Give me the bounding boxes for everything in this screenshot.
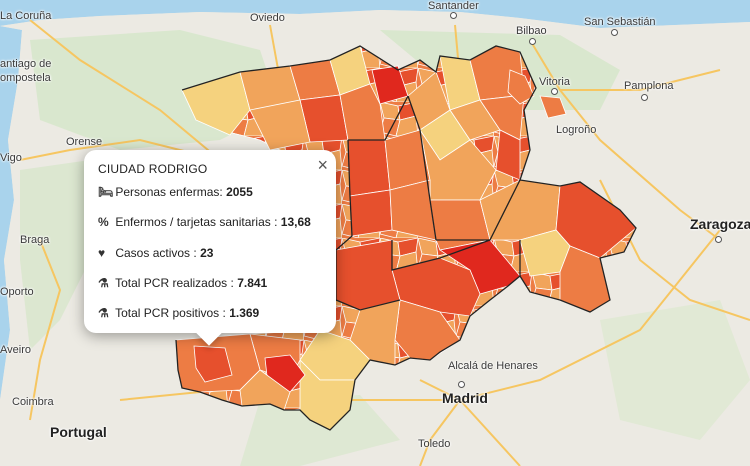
close-icon[interactable]: × <box>317 155 328 175</box>
place-santiago: antiago de <box>0 58 52 70</box>
choropleth-regions[interactable] <box>175 45 637 431</box>
place-bilbao: Bilbao <box>516 25 547 37</box>
city-marker <box>611 29 618 36</box>
place-pamplona: Pamplona <box>624 80 674 92</box>
place-braga: Braga <box>20 234 50 246</box>
city-marker <box>641 94 648 101</box>
place-santander: Santander <box>428 0 479 12</box>
popup-title: CIUDAD RODRIGO <box>98 162 208 176</box>
city-marker <box>458 381 465 388</box>
place-oviedo: Oviedo <box>250 12 285 24</box>
heartbeat-icon: ♥ <box>98 246 106 260</box>
city-marker <box>715 236 722 243</box>
place-madrid: Madrid <box>442 390 488 406</box>
flask-icon: ⚗ <box>98 276 109 290</box>
place-alcala: Alcalá de Henares <box>448 360 538 372</box>
place-logrono: Logroño <box>556 124 597 136</box>
place-vigo: Vigo <box>0 152 22 164</box>
place-san-sebastian: San Sebastián <box>584 16 656 28</box>
cantabrian-sea <box>0 0 750 28</box>
city-marker <box>450 12 457 19</box>
place-compostela: ompostela <box>0 72 51 84</box>
place-zaragoza: Zaragoza <box>690 216 750 232</box>
place-vitoria: Vitoria <box>539 76 570 88</box>
popup-row-sick: 🛏 Personas enfermas: 2055 <box>98 185 253 199</box>
city-marker <box>551 88 558 95</box>
place-oporto: Oporto <box>0 286 34 298</box>
place-la-coruna: La Coruña <box>0 10 52 22</box>
atlantic-ocean <box>0 26 22 400</box>
popup-row-active: ♥ Casos activos : 23 <box>98 246 214 260</box>
popup-row-ratio: % Enfermos / tarjetas sanitarias : 13,68 <box>98 215 311 229</box>
percent-icon: % <box>98 215 109 229</box>
place-orense: Orense <box>66 136 103 148</box>
popup-row-pcr-positive: ⚗ Total PCR positivos : 1.369 <box>98 306 260 320</box>
place-coimbra: Coimbra <box>12 396 54 408</box>
place-toledo: Toledo <box>418 438 451 450</box>
place-aveiro: Aveiro <box>0 344 31 356</box>
popup-row-pcr-total: ⚗ Total PCR realizados : 7.841 <box>98 276 268 290</box>
bed-icon: 🛏 <box>98 185 114 199</box>
place-portugal: Portugal <box>50 424 107 440</box>
info-popup: × CIUDAD RODRIGO 🛏 Personas enfermas: 20… <box>84 150 336 346</box>
city-marker <box>529 38 536 45</box>
flask-icon: ⚗ <box>98 306 109 320</box>
